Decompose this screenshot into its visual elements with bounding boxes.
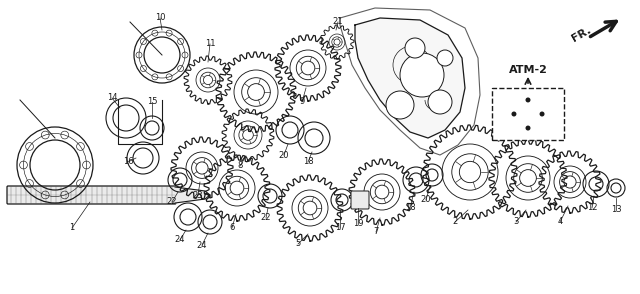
Circle shape [525,97,531,103]
Text: 9: 9 [300,98,305,106]
Polygon shape [175,187,210,203]
Circle shape [405,38,425,58]
Text: 21: 21 [333,18,343,26]
Text: 23: 23 [193,191,204,200]
Text: 20: 20 [279,151,289,160]
Circle shape [525,126,531,131]
Text: 16: 16 [123,158,133,166]
Text: 12: 12 [587,203,597,213]
Text: 2: 2 [452,218,458,226]
Circle shape [428,90,452,114]
FancyBboxPatch shape [351,191,369,209]
Text: 7: 7 [373,228,379,236]
Text: 4: 4 [557,218,563,226]
Circle shape [386,91,414,119]
Polygon shape [355,18,465,138]
Text: 8: 8 [237,161,243,171]
Circle shape [400,53,444,97]
Text: 14: 14 [107,93,117,103]
Text: 6: 6 [229,223,235,233]
Text: 24: 24 [175,235,185,245]
Text: 1: 1 [69,223,75,233]
Text: 11: 11 [205,39,215,49]
Text: 17: 17 [335,223,346,233]
Circle shape [511,111,516,116]
Text: ATM-2: ATM-2 [509,65,547,75]
Text: 24: 24 [196,240,207,250]
Text: 22: 22 [260,213,271,223]
Text: 22: 22 [167,198,177,206]
Text: 3: 3 [513,218,518,226]
FancyBboxPatch shape [492,88,564,140]
Text: 10: 10 [155,14,165,23]
Text: FR.: FR. [570,25,593,44]
Text: 19: 19 [353,220,364,228]
Circle shape [437,50,453,66]
Text: 18: 18 [404,203,415,213]
Text: 20: 20 [420,196,431,205]
Text: 18: 18 [303,158,314,166]
FancyBboxPatch shape [7,186,176,204]
Text: 15: 15 [147,98,157,106]
Circle shape [540,111,545,116]
Text: 13: 13 [611,206,621,215]
Text: 5: 5 [296,240,301,248]
